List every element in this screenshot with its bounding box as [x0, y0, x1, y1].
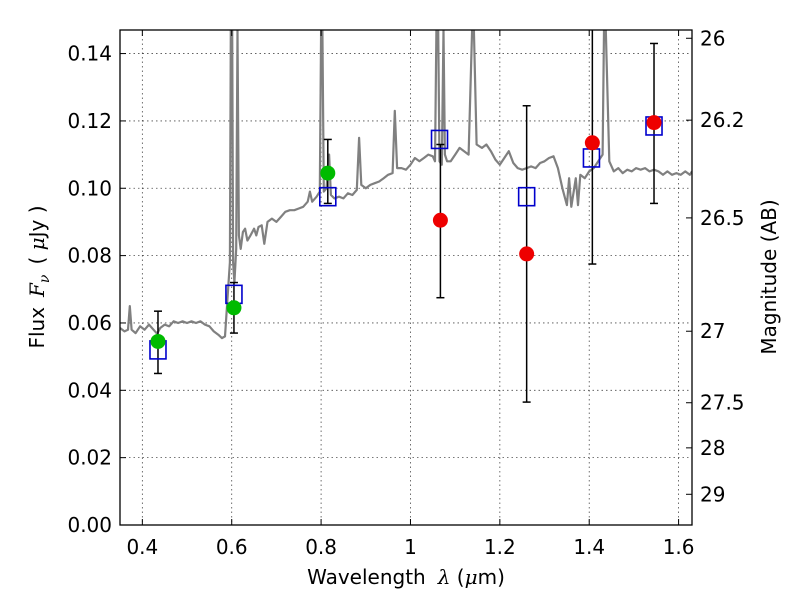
x-tick-label: 1	[404, 535, 417, 559]
y2-tick-label: 26.2	[700, 108, 745, 132]
red-point	[432, 212, 448, 228]
plot-frame	[119, 29, 693, 526]
y-axis-title-unit-close: Jy )	[25, 205, 49, 239]
y-tick-label: 0.06	[67, 311, 112, 335]
y-axis-title-unit-symbol: μ	[25, 237, 49, 250]
x-tick-label: 1.4	[573, 535, 605, 559]
y-axis-title-unit-open: (	[25, 250, 49, 264]
model-square	[517, 186, 536, 207]
y-axis-title-symbol: F	[25, 282, 49, 298]
spectrum-line	[120, 30, 692, 340]
y2-tick-label: 28	[700, 436, 725, 460]
y2-tick-label: 26	[700, 26, 725, 50]
x-axis-title-symbol: λ	[437, 565, 451, 589]
x-axis-ticks: 0.4 0.6 0.8 1 1.2 1.4 1.6	[126, 30, 695, 559]
y-axis-title-sub: ν	[37, 274, 53, 283]
x-tick-label: 1.6	[663, 535, 695, 559]
y-axis-title-text: Flux	[25, 307, 49, 349]
red-point	[646, 115, 662, 131]
red-point	[519, 246, 535, 262]
y2-tick-label: 27.5	[700, 391, 745, 415]
plot-area	[120, 30, 692, 403]
x-tick-label: 0.6	[216, 535, 248, 559]
x-tick-label: 1.2	[484, 535, 516, 559]
y2-tick-label: 27	[700, 319, 725, 343]
y2-tick-label: 29	[700, 482, 725, 506]
x-axis-title-unit-open: (	[450, 565, 464, 589]
y-tick-label: 0.12	[67, 109, 112, 133]
green-point	[150, 333, 166, 349]
y-tick-label: 0.00	[67, 513, 112, 537]
y-tick-label: 0.02	[67, 446, 112, 470]
x-axis-title: Wavelength λ (μm)	[307, 565, 505, 589]
red-point	[584, 135, 600, 151]
green-point	[226, 300, 242, 316]
red-data-points	[432, 115, 662, 262]
green-point	[320, 165, 336, 181]
y-tick-label: 0.04	[67, 378, 112, 402]
x-axis-title-unit-close: m)	[478, 565, 505, 589]
y-tick-label: 0.10	[67, 176, 112, 200]
x-axis-title-unit-symbol: μ	[465, 565, 478, 589]
model-square	[430, 129, 449, 150]
y2-tick-label: 26.5	[700, 206, 745, 230]
y2-axis-title: Magnitude (AB)	[757, 199, 781, 354]
x-axis-title-text: Wavelength	[307, 565, 426, 589]
grid	[120, 30, 692, 526]
y-tick-label: 0.14	[67, 42, 112, 66]
y-axis-title: Flux Fν ( μJy )	[25, 205, 53, 348]
y-axis-ticks: 0.00 0.02 0.04 0.06 0.08 0.10 0.12 0.14	[67, 42, 126, 537]
model-square	[318, 186, 337, 207]
green-data-points	[150, 165, 336, 349]
x-tick-label: 0.4	[126, 535, 158, 559]
y2-axis-ticks: 26 26.2 26.5 27 27.5 28 29	[686, 26, 745, 506]
y-tick-label: 0.08	[67, 244, 112, 268]
x-tick-label: 0.8	[305, 535, 337, 559]
